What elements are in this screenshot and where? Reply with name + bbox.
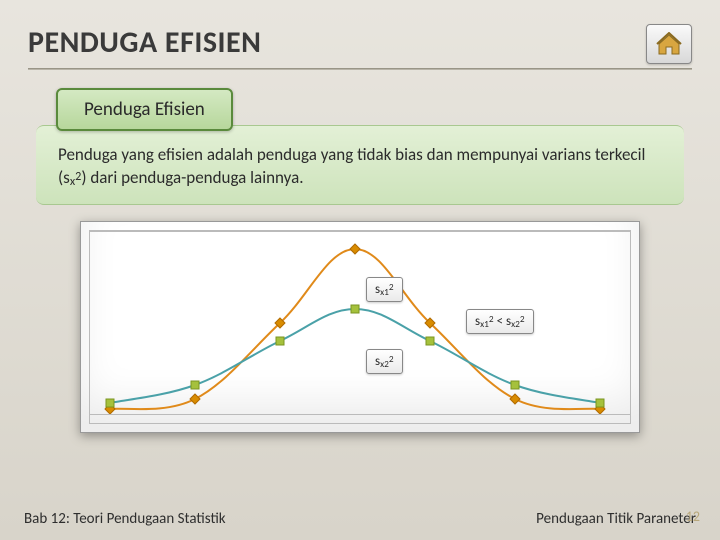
chart-gridline-bottom [90, 414, 630, 415]
chart-plot-area: sx12 sx22 sx12 < sx22 [89, 230, 631, 424]
description-box: Penduga yang efisien adalah penduga yang… [36, 125, 684, 205]
description-text: Penduga yang efisien adalah penduga yang… [58, 144, 645, 188]
series-sx2-marker [191, 381, 199, 389]
subtitle-badge: Penduga Efisien [56, 88, 233, 131]
footer: Bab 12: Teori Pendugaan Statistik Pendug… [0, 510, 720, 528]
chart-svg [90, 231, 620, 425]
chart-label-sx1: sx12 [366, 277, 403, 302]
home-icon [656, 32, 682, 56]
page-number: 12 [686, 508, 700, 525]
chart-label-cmp: sx12 < sx22 [466, 309, 534, 334]
series-sx2-marker [351, 305, 359, 313]
series-sx1-marker [190, 394, 200, 404]
series-sx2-marker [276, 337, 284, 345]
series-sx2-marker [596, 399, 604, 407]
series-sx1-marker [510, 394, 520, 404]
series-sx2-marker [511, 381, 519, 389]
series-sx1-marker [350, 244, 360, 254]
footer-right-text: Pendugaan Titik Paraneter [536, 510, 696, 528]
chart-container: sx12 sx22 sx12 < sx22 [80, 221, 640, 433]
title-underline [28, 68, 692, 70]
footer-right: Pendugaan Titik Paraneter 12 [536, 510, 696, 528]
series-sx2-marker [106, 399, 114, 407]
series-sx2-marker [426, 337, 434, 345]
page-title: PENDUGA EFISIEN [28, 24, 261, 61]
footer-left: Bab 12: Teori Pendugaan Statistik [24, 510, 226, 528]
home-button[interactable] [646, 24, 692, 64]
chart-label-sx2: sx22 [366, 349, 403, 374]
